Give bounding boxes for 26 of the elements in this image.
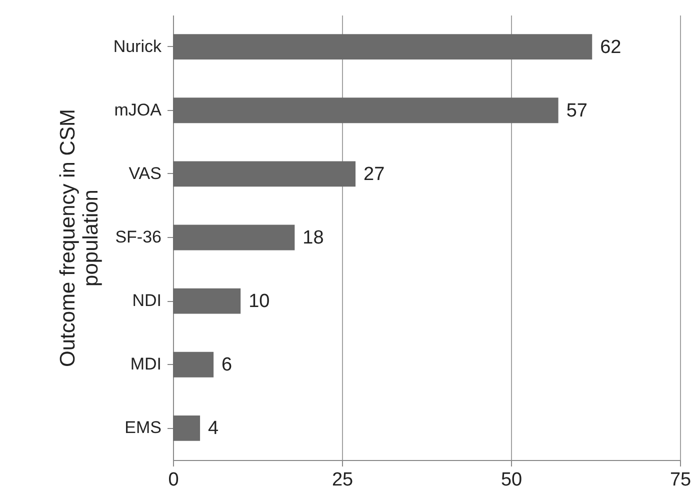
bar [173,416,200,441]
data-label: 57 [566,100,588,122]
y-tick-label: SF-36 [115,228,162,246]
bar [173,161,356,187]
y-axis-title: Outcome frequency in CSM population [56,109,102,367]
bar [173,34,592,60]
x-tick-label: 0 [168,470,179,490]
y-tick-label: Nurick [113,36,162,56]
x-tick-label: 75 [670,470,692,490]
y-tick-label: NDI [132,291,162,310]
bar [173,224,295,250]
bar [173,288,241,314]
data-label: 27 [364,164,385,185]
data-label: 18 [302,228,324,248]
data-label: 6 [222,354,232,376]
x-tick-label: 25 [332,470,354,490]
x-tick-label: 50 [500,470,522,490]
data-label: 10 [248,291,270,312]
data-label: 62 [600,36,622,58]
bar [173,352,214,378]
bar [173,98,558,124]
y-tick-label: MDI [130,354,162,374]
y-tick-label: VAS [128,164,162,183]
y-tick-label: EMS [124,418,162,438]
y-tick-label: mJOA [114,100,162,120]
data-label: 4 [208,418,220,440]
